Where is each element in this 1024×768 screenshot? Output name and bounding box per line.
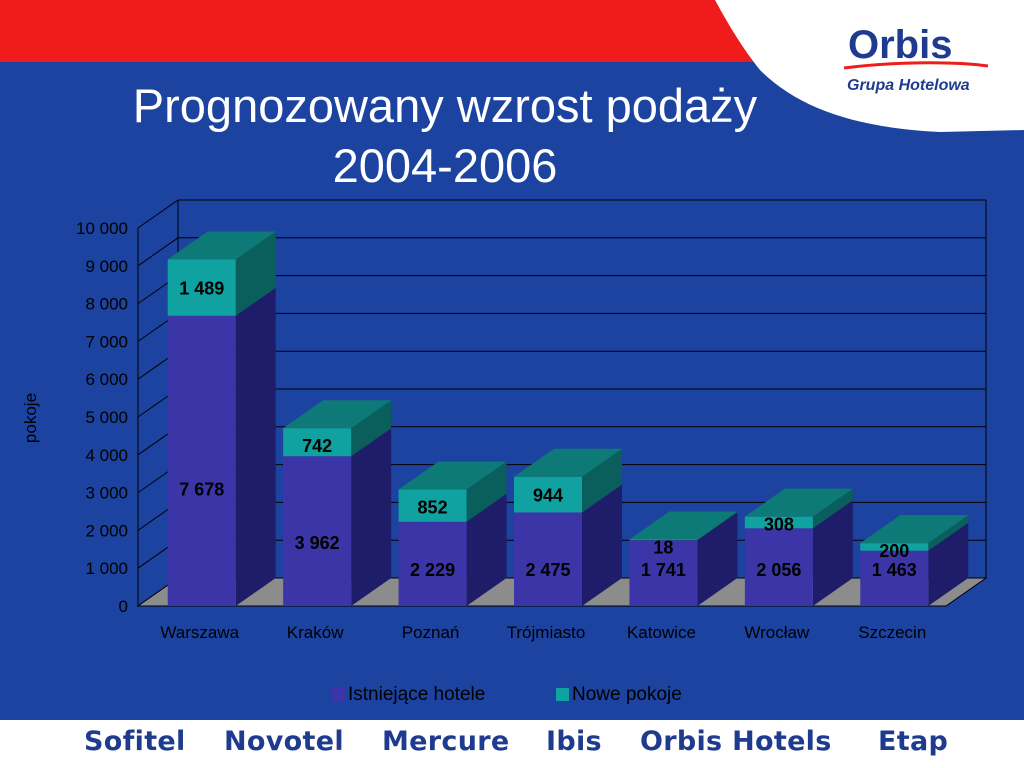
y-tick-label: 6 000	[85, 370, 128, 389]
bar-new-side	[235, 231, 276, 316]
x-tick-label: Szczecin	[858, 623, 926, 642]
brand-orbis-hotels: Orbis Hotels	[640, 726, 832, 757]
x-tick-label: Trójmiasto	[507, 623, 586, 642]
y-tick-label: 2 000	[85, 521, 128, 540]
bar-new-top	[398, 461, 507, 490]
bar-existing	[744, 528, 813, 606]
bar-new	[167, 259, 236, 316]
y-tick-label: 0	[119, 597, 128, 616]
y-tick-label: 1 000	[85, 559, 128, 578]
logo-name: Orbis	[848, 23, 952, 67]
bar-chart: 0 1 000 2 000 3 000 4 000 5 000 6 000 7 000 8 00…	[21, 199, 988, 642]
brand-footer: Sofitel Novotel Mercure Ibis Orbis Hotel…	[0, 722, 1024, 768]
data-label-existing: 2 229	[410, 560, 455, 580]
y-tick-label: 3 000	[85, 484, 128, 503]
bar-existing-side	[235, 287, 276, 606]
data-label-new: 18	[653, 538, 673, 558]
bar-existing-side	[466, 493, 507, 606]
x-tick-label: Poznań	[402, 623, 460, 642]
orbis-logo: Orbis Grupa Hotelowa	[843, 23, 989, 94]
data-label-existing: 7 678	[179, 480, 224, 500]
bar-new-top	[744, 488, 853, 517]
slide-title-line2: 2004-2006	[332, 139, 558, 192]
data-label-existing: 1 741	[641, 560, 686, 580]
legend-swatch-new	[556, 688, 569, 701]
bar-new	[283, 428, 352, 457]
y-tick-label: 7 000	[85, 332, 128, 351]
bar-existing-side	[812, 500, 853, 606]
x-tick-label: Wrocław	[744, 623, 810, 642]
brand-sofitel: Sofitel	[84, 726, 186, 757]
bar-existing-side	[697, 512, 738, 606]
bar-existing	[167, 315, 236, 606]
data-label-existing: 2 475	[525, 560, 570, 580]
bar-new-top	[629, 511, 738, 540]
legend-item-new: Nowe pokoje	[556, 683, 682, 707]
y-tick-label: 8 000	[85, 295, 128, 314]
data-label-new: 308	[764, 515, 794, 535]
y-tick-label: 4 000	[85, 446, 128, 465]
bar-new-top	[283, 400, 392, 429]
y-axis-title: pokoje	[21, 393, 40, 443]
x-tick-label: Katowice	[627, 623, 696, 642]
legend-label-new: Nowe pokoje	[572, 684, 682, 705]
bar-existing	[283, 456, 352, 606]
bar-new-side	[812, 488, 853, 529]
bar-existing	[860, 550, 929, 606]
bar-existing-side	[928, 522, 969, 606]
legend-swatch-existing	[332, 688, 345, 701]
bar-new	[398, 489, 467, 522]
data-label-new: 944	[533, 486, 563, 506]
logo-subtitle: Grupa Hotelowa	[847, 77, 970, 94]
bar-new-side	[697, 511, 738, 541]
bar-new	[514, 476, 582, 513]
data-label-existing: 3 962	[295, 533, 340, 553]
data-label-existing: 2 056	[756, 560, 801, 580]
bar-new-top	[860, 515, 969, 544]
bar-new	[744, 516, 813, 529]
legend-label-existing: Istniejące hotele	[348, 684, 486, 705]
y-tick-label: 9 000	[85, 257, 128, 276]
data-label-existing: 1 463	[872, 560, 917, 580]
gridline-side	[137, 199, 179, 229]
y-tick-label: 10 000	[76, 219, 128, 238]
bar-new	[629, 539, 698, 541]
x-tick-label: Kraków	[287, 623, 344, 642]
brand-etap: Etap	[878, 726, 949, 757]
legend-item-existing: Istniejące hotele	[332, 683, 485, 707]
bar-existing	[398, 521, 467, 606]
bar-new-side	[466, 461, 507, 522]
bar-new-top	[514, 448, 622, 477]
data-label-new: 742	[302, 436, 332, 456]
brand-ibis: Ibis	[546, 726, 602, 757]
bar-existing-side	[582, 484, 622, 606]
bar-existing-side	[351, 428, 392, 606]
slide-title-line1: Prognozowany wzrost podaży	[132, 79, 758, 132]
bar-new	[860, 543, 929, 551]
data-label-new: 1 489	[179, 279, 224, 299]
bar-existing	[629, 540, 698, 606]
bar-new-side	[351, 400, 392, 457]
data-label-new: 200	[879, 541, 909, 561]
bar-new-side	[928, 515, 969, 551]
brand-mercure: Mercure	[382, 726, 510, 757]
x-tick-label: Warszawa	[160, 623, 239, 642]
gridline-side	[137, 237, 179, 267]
y-tick-label: 5 000	[85, 408, 128, 427]
data-label-new: 852	[418, 498, 448, 518]
bar-existing	[514, 512, 582, 606]
bar-new-top	[167, 231, 276, 260]
bar-new-side	[582, 448, 622, 513]
brand-novotel: Novotel	[224, 726, 344, 757]
